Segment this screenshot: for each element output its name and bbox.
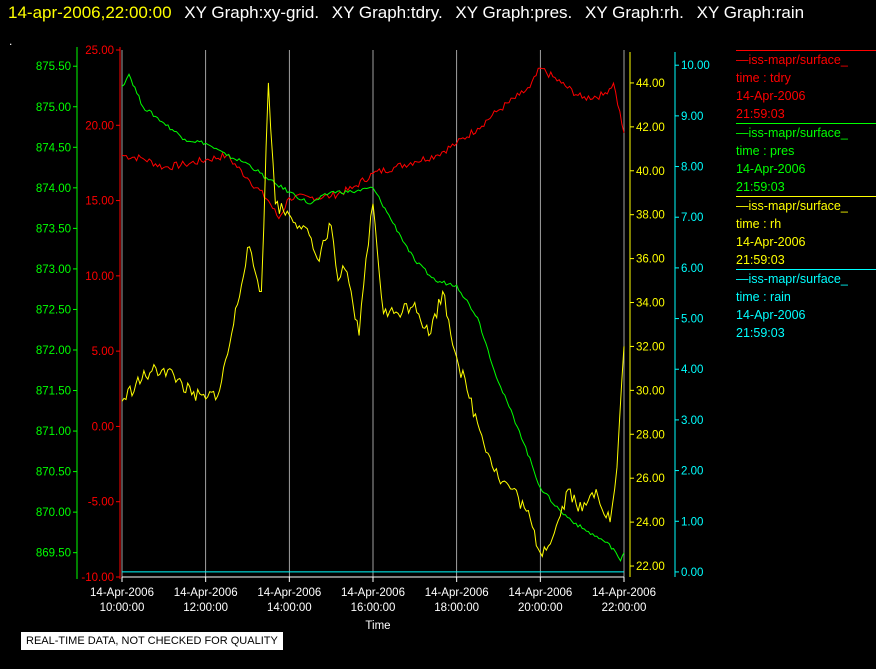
title-graph-pres: XY Graph:pres. [455, 3, 573, 22]
rain-tick-label: 6.00 [681, 263, 703, 275]
x-tick-label-date: 14-Apr-2006 [592, 587, 656, 599]
pres-tick-label: 869.50 [36, 548, 71, 560]
x-tick-label-time: 12:00:00 [183, 602, 228, 614]
legend-entry-tdry: —iss-mapr/surface_ time : tdry 14-Apr-20… [736, 50, 876, 123]
legend-source-rh: iss-mapr/surface_ [748, 199, 848, 213]
rh-tick-label: 34.00 [636, 298, 665, 310]
x-tick-label-time: 22:00:00 [602, 602, 647, 614]
legend-swatch-rh: — [736, 199, 749, 213]
pres-tick-label: 872.50 [36, 304, 71, 316]
x-axis-label: Time [365, 620, 390, 632]
legend: —iss-mapr/surface_ time : tdry 14-Apr-20… [736, 50, 876, 342]
tdry-tick-label: 10.00 [85, 271, 114, 283]
rain-tick-label: 2.00 [681, 466, 703, 478]
legend-entry-rain: —iss-mapr/surface_ time : rain 14-Apr-20… [736, 269, 876, 342]
rain-tick-label: 5.00 [681, 314, 703, 326]
pres-tick-label: 872.00 [36, 345, 71, 357]
x-tick-label-time: 10:00:00 [100, 602, 145, 614]
x-tick-label-date: 14-Apr-2006 [508, 587, 572, 599]
tdry-tick-label: 0.00 [92, 421, 114, 433]
tdry-tick-label: 15.00 [85, 196, 114, 208]
series-line-pres [121, 73, 625, 562]
pres-tick-label: 870.50 [36, 467, 71, 479]
legend-date-pres: 14-Apr-2006 [736, 162, 806, 176]
rain-tick-label: 8.00 [681, 162, 703, 174]
legend-time-pres: 21:59:03 [736, 180, 785, 194]
legend-entry-pres: —iss-mapr/surface_ time : pres 14-Apr-20… [736, 123, 876, 196]
pres-tick-label: 873.50 [36, 223, 71, 235]
pres-tick-label: 873.00 [36, 264, 71, 276]
legend-field-pres: time : pres [736, 144, 795, 158]
legend-field-rh: time : rh [736, 217, 782, 231]
rain-tick-label: 3.00 [681, 415, 703, 427]
quality-notice: REAL-TIME DATA, NOT CHECKED FOR QUALITY [20, 631, 284, 651]
legend-date-tdry: 14-Apr-2006 [736, 89, 806, 103]
rh-tick-label: 30.00 [636, 385, 665, 397]
series-line-tdry [121, 67, 625, 220]
status-dot: . [9, 34, 13, 48]
rh-tick-label: 26.00 [636, 473, 665, 485]
rain-tick-label: 7.00 [681, 212, 703, 224]
legend-field-tdry: time : tdry [736, 71, 791, 85]
rain-tick-label: 10.00 [681, 60, 710, 72]
x-tick-label-date: 14-Apr-2006 [174, 587, 238, 599]
pres-tick-label: 874.00 [36, 183, 71, 195]
legend-swatch-pres: — [736, 126, 749, 140]
rh-tick-label: 22.00 [636, 561, 665, 573]
x-tick-label-date: 14-Apr-2006 [257, 587, 321, 599]
rain-tick-label: 0.00 [681, 567, 703, 579]
pres-tick-label: 875.00 [36, 102, 71, 114]
rain-tick-label: 4.00 [681, 364, 703, 376]
tdry-tick-label: 25.00 [85, 45, 114, 57]
rh-tick-label: 44.00 [636, 78, 665, 90]
legend-field-rain: time : rain [736, 290, 791, 304]
x-tick-label-date: 14-Apr-2006 [425, 587, 489, 599]
title-timestamp: 14-apr-2006,22:00:00 [8, 3, 172, 22]
legend-source-rain: iss-mapr/surface_ [748, 272, 848, 286]
pres-tick-label: 874.50 [36, 142, 71, 154]
x-tick-label-time: 20:00:00 [518, 602, 563, 614]
legend-date-rain: 14-Apr-2006 [736, 308, 806, 322]
rh-tick-label: 42.00 [636, 122, 665, 134]
title-graph-xy-grid: XY Graph:xy-grid. [184, 3, 320, 22]
legend-source-pres: iss-mapr/surface_ [748, 126, 848, 140]
rh-tick-label: 36.00 [636, 254, 665, 266]
legend-time-tdry: 21:59:03 [736, 107, 785, 121]
rh-tick-label: 24.00 [636, 517, 665, 529]
legend-time-rain: 21:59:03 [736, 326, 785, 340]
x-tick-label-date: 14-Apr-2006 [341, 587, 405, 599]
legend-swatch-rain: — [736, 272, 749, 286]
rh-tick-label: 40.00 [636, 166, 665, 178]
legend-time-rh: 21:59:03 [736, 253, 785, 267]
x-tick-label-time: 16:00:00 [351, 602, 396, 614]
legend-entry-rh: —iss-mapr/surface_ time : rh 14-Apr-2006… [736, 196, 876, 269]
x-tick-label-time: 18:00:00 [434, 602, 479, 614]
rh-tick-label: 38.00 [636, 210, 665, 222]
legend-source-tdry: iss-mapr/surface_ [748, 53, 848, 67]
rh-tick-label: 28.00 [636, 429, 665, 441]
title-graph-rh: XY Graph:rh. [585, 3, 684, 22]
title-graph-tdry: XY Graph:tdry. [331, 3, 443, 22]
x-tick-label-date: 14-Apr-2006 [90, 587, 154, 599]
x-tick-label-time: 14:00:00 [267, 602, 312, 614]
title-graph-rain: XY Graph:rain [696, 3, 805, 22]
pres-tick-label: 871.00 [36, 426, 71, 438]
tdry-tick-label: -5.00 [88, 497, 114, 509]
pres-tick-label: 875.50 [36, 61, 71, 73]
pres-tick-label: 870.00 [36, 507, 71, 519]
rain-tick-label: 1.00 [681, 516, 703, 528]
tdry-tick-label: -10.00 [81, 572, 114, 584]
rh-tick-label: 32.00 [636, 341, 665, 353]
pres-tick-label: 871.50 [36, 386, 71, 398]
legend-date-rh: 14-Apr-2006 [736, 235, 806, 249]
series-line-rh [121, 82, 625, 558]
chart-title-bar: 14-apr-2006,22:00:00 XY Graph:xy-grid. X… [8, 3, 804, 23]
tdry-tick-label: 5.00 [92, 346, 114, 358]
legend-swatch-tdry: — [736, 53, 749, 67]
rain-tick-label: 9.00 [681, 111, 703, 123]
tdry-tick-label: 20.00 [85, 120, 114, 132]
